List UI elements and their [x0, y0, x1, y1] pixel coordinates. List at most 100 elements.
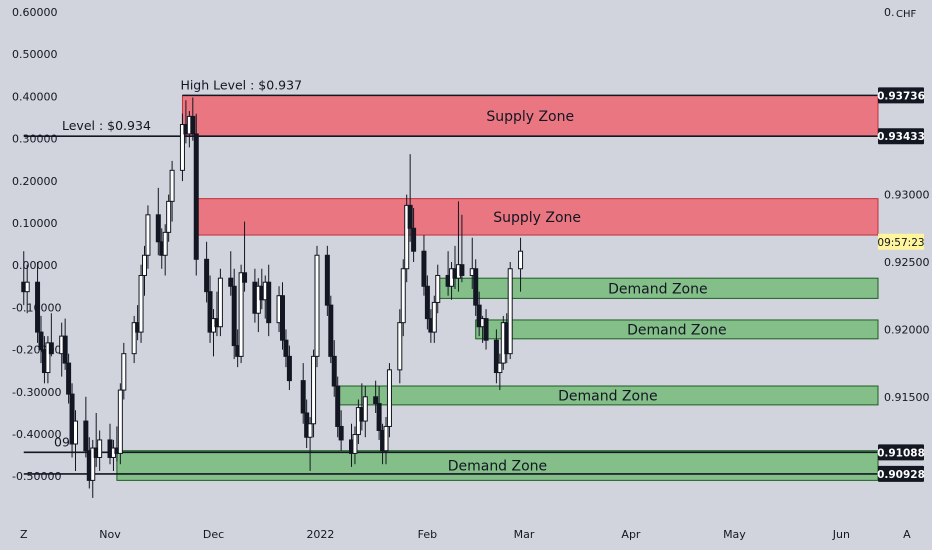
candle-up[interactable] [352, 434, 358, 454]
candle-down[interactable] [242, 272, 248, 283]
demand-zone-label: Demand Zone [627, 322, 726, 338]
candle-up[interactable] [431, 301, 437, 333]
candle-down[interactable] [324, 254, 330, 306]
candle-up[interactable] [362, 396, 368, 422]
supply-zone-label: Supply Zone [493, 210, 581, 226]
candle-up[interactable] [497, 362, 503, 374]
x-axis-tick: Jun [832, 528, 850, 541]
price-badge [878, 128, 924, 145]
supply-zone[interactable] [195, 198, 879, 236]
price-level-label: 09 [54, 434, 70, 449]
demand-zone[interactable] [116, 450, 879, 481]
candle-down[interactable] [193, 133, 199, 260]
candle-down[interactable] [286, 355, 292, 382]
candle-down[interactable] [376, 403, 382, 432]
candle-up[interactable] [518, 250, 524, 270]
left-axis-tick: -0.40000 [12, 428, 61, 441]
candle-down[interactable] [407, 204, 413, 229]
candle-down[interactable] [190, 115, 196, 135]
candle-up[interactable] [145, 214, 151, 256]
right-axis-tick: 0.91500 [884, 391, 930, 404]
candle-up[interactable] [179, 124, 185, 171]
candle-up[interactable] [24, 281, 30, 293]
candle-down[interactable] [231, 285, 237, 347]
candle-down[interactable] [476, 304, 482, 328]
candle-up[interactable] [383, 425, 389, 452]
candle-down[interactable] [459, 264, 465, 276]
demand-zone-label: Demand Zone [558, 388, 657, 404]
candle-up[interactable] [121, 353, 127, 391]
x-axis-tick: A [903, 528, 911, 541]
candle-down[interactable] [421, 250, 427, 287]
candle-up[interactable] [507, 268, 513, 355]
candle-down[interactable] [228, 277, 234, 287]
candle-up[interactable] [386, 369, 392, 427]
candle-down[interactable] [283, 339, 289, 357]
candle-up[interactable] [238, 272, 244, 357]
candle-up[interactable] [131, 322, 137, 355]
candle-down[interactable] [411, 227, 417, 252]
candle-down[interactable] [328, 304, 334, 357]
x-axis-tick: Mar [514, 528, 535, 541]
candle-down[interactable] [66, 362, 72, 395]
left-axis-tick: -0.20000 [12, 344, 61, 357]
candle-down[interactable] [493, 339, 499, 374]
candle-down[interactable] [155, 214, 161, 243]
price-level-label: Level : $0.934 [62, 118, 151, 133]
x-axis-tick: Nov [99, 528, 121, 541]
demand-zone[interactable] [475, 319, 879, 340]
candle-down[interactable] [35, 281, 41, 333]
left-axis-tick: 0.20000 [12, 175, 58, 188]
candle-down[interactable] [204, 258, 210, 293]
candle-up[interactable] [404, 204, 410, 270]
candle-up[interactable] [117, 389, 123, 454]
candle-up[interactable] [90, 447, 96, 481]
candle-down[interactable] [300, 380, 306, 414]
candle-down[interactable] [483, 318, 489, 341]
candle-down[interactable] [69, 393, 75, 445]
time-badge [878, 233, 924, 250]
x-axis-tick: Apr [621, 528, 641, 541]
left-axis-tick: -0.30000 [12, 386, 61, 399]
candle-up[interactable] [169, 169, 175, 202]
candle-up[interactable] [162, 231, 168, 256]
candle-down[interactable] [473, 268, 479, 306]
candle-down[interactable] [373, 396, 379, 405]
candle-down[interactable] [62, 335, 68, 364]
candle-up[interactable] [307, 423, 313, 438]
left-axis-tick: 0.40000 [12, 90, 58, 103]
demand-zone-label: Demand Zone [608, 281, 707, 297]
candle-up[interactable] [217, 277, 223, 328]
candle-down[interactable] [424, 285, 430, 320]
right-axis-top-tick: 0. [884, 6, 895, 19]
candle-up[interactable] [311, 355, 317, 425]
candle-up[interactable] [166, 200, 172, 233]
candle-down[interactable] [335, 385, 341, 427]
candle-down[interactable] [83, 420, 89, 452]
candle-up[interactable] [142, 254, 147, 276]
currency-label: CHF [896, 9, 917, 20]
candle-up[interactable] [138, 274, 144, 333]
candle-down[interactable] [207, 291, 213, 333]
candle-down[interactable] [280, 295, 285, 341]
candle-down[interactable] [331, 355, 337, 387]
candle-down[interactable] [48, 342, 54, 355]
price-badge-label: 0.91088 [877, 447, 925, 459]
candle-up[interactable] [45, 342, 51, 374]
left-axis-tick: -0.50000 [12, 470, 61, 483]
price-level-label: High Level : $0.937 [180, 77, 302, 92]
x-axis-tick: Z [20, 528, 28, 541]
supply-zone[interactable] [181, 94, 879, 137]
candle-up[interactable] [400, 268, 406, 324]
candle-up[interactable] [97, 439, 103, 458]
candle-down[interactable] [38, 331, 44, 351]
candle-up[interactable] [435, 274, 441, 303]
candle-up[interactable] [314, 254, 320, 357]
price-badge-label: 0.93736 [877, 90, 925, 102]
candle-down[interactable] [338, 425, 344, 441]
x-axis-tick: May [723, 528, 746, 541]
candle-down[interactable] [266, 281, 272, 324]
candle-up[interactable] [397, 322, 403, 371]
candle-up[interactable] [73, 420, 78, 445]
